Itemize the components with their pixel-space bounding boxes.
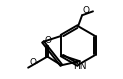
Text: O: O	[83, 6, 90, 15]
Text: O: O	[44, 36, 51, 45]
Text: O: O	[30, 58, 37, 67]
Text: HN: HN	[73, 62, 86, 71]
